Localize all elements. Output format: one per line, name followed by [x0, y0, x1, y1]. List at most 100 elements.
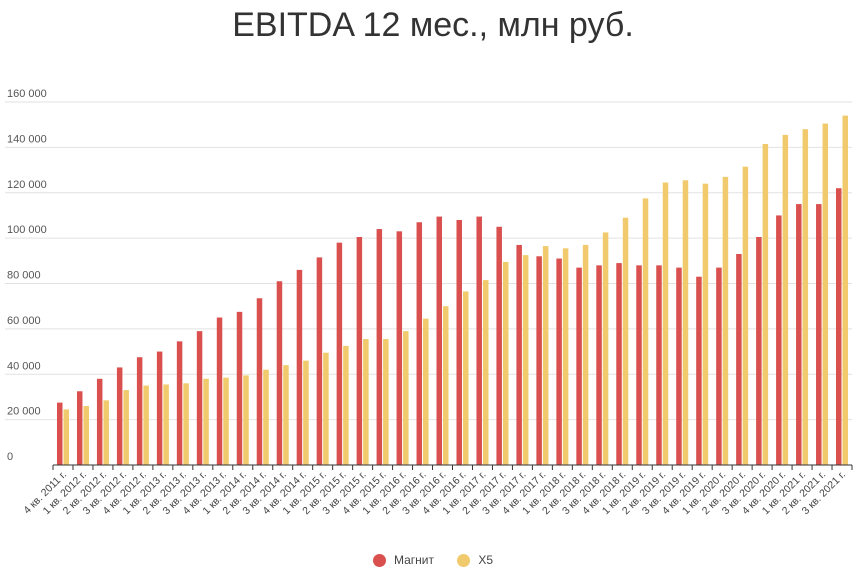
bar-magnit[interactable]	[176, 341, 183, 465]
bar-magnit[interactable]	[276, 281, 283, 465]
bar-magnit[interactable]	[436, 216, 443, 465]
bar-magnit[interactable]	[496, 226, 502, 465]
bar-magnit[interactable]	[636, 265, 642, 465]
bar-magnit[interactable]	[596, 265, 602, 465]
bar-magnit[interactable]	[116, 367, 123, 465]
bar-magnit[interactable]	[476, 216, 482, 465]
bar-magnit[interactable]	[356, 236, 363, 465]
legend-label-magnit: Магнит	[393, 553, 434, 567]
bar-x5[interactable]	[63, 409, 69, 465]
bar-x5[interactable]	[702, 183, 709, 466]
bar-x5[interactable]	[323, 352, 329, 465]
bars	[56, 115, 849, 466]
bar-magnit[interactable]	[96, 378, 103, 465]
bar-magnit[interactable]	[516, 244, 522, 465]
bar-magnit[interactable]	[316, 257, 323, 465]
bar-x5[interactable]	[682, 180, 689, 465]
bar-magnit[interactable]	[576, 267, 582, 465]
bar-magnit[interactable]	[736, 254, 742, 465]
bar-x5[interactable]	[802, 129, 809, 465]
y-tick-label: 0	[7, 451, 13, 463]
bar-x5[interactable]	[542, 246, 549, 465]
bar-x5[interactable]	[423, 318, 429, 465]
bar-magnit[interactable]	[216, 317, 223, 465]
bar-magnit[interactable]	[456, 219, 462, 465]
bar-x5[interactable]	[762, 143, 769, 466]
bar-x5[interactable]	[363, 339, 369, 465]
bar-x5[interactable]	[183, 383, 189, 465]
bar-x5[interactable]	[622, 217, 629, 465]
bar-x5[interactable]	[562, 248, 569, 465]
bar-x5[interactable]	[83, 406, 89, 465]
y-tick-label: 120 000	[7, 179, 47, 191]
bar-x5[interactable]	[782, 134, 789, 465]
bar-magnit[interactable]	[756, 236, 762, 465]
y-tick-label: 60 000	[7, 315, 41, 327]
bar-magnit[interactable]	[376, 229, 383, 465]
legend-label-x5: X5	[478, 553, 494, 567]
bar-magnit[interactable]	[256, 298, 263, 465]
bar-magnit[interactable]	[156, 351, 163, 465]
y-tick-label: 80 000	[7, 270, 41, 282]
bar-x5[interactable]	[722, 176, 729, 465]
bar-magnit[interactable]	[236, 311, 243, 465]
bar-x5[interactable]	[502, 261, 509, 465]
bar-x5[interactable]	[642, 198, 649, 465]
tick-labels: 0 20 000 40 000 60 000 80 000 100 000 120 000 1…	[7, 88, 848, 517]
bar-x5[interactable]	[742, 166, 749, 466]
bar-x5[interactable]	[283, 365, 289, 465]
legend-item-x5[interactable]: X5	[457, 553, 493, 567]
bar-magnit[interactable]	[56, 402, 63, 465]
bar-x5[interactable]	[343, 345, 349, 465]
bar-x5[interactable]	[203, 378, 209, 465]
bar-magnit[interactable]	[76, 391, 83, 465]
bar-x5[interactable]	[103, 400, 109, 465]
bar-x5[interactable]	[123, 390, 129, 465]
bar-magnit[interactable]	[296, 269, 303, 465]
bar-x5[interactable]	[303, 360, 309, 465]
bar-magnit[interactable]	[556, 258, 562, 465]
bar-x5[interactable]	[243, 375, 249, 465]
bar-x5[interactable]	[143, 385, 149, 465]
bar-x5[interactable]	[842, 115, 849, 466]
legend: Магнит X5	[0, 553, 866, 570]
bar-x5[interactable]	[462, 291, 469, 465]
bar-magnit[interactable]	[536, 256, 542, 465]
bar-x5[interactable]	[482, 280, 489, 465]
bar-magnit[interactable]	[776, 215, 782, 465]
bar-magnit[interactable]	[716, 267, 722, 465]
bar-magnit[interactable]	[656, 265, 662, 465]
bar-x5[interactable]	[403, 331, 409, 465]
bar-magnit[interactable]	[196, 331, 203, 465]
bar-magnit[interactable]	[696, 276, 702, 465]
bar-x5[interactable]	[602, 232, 609, 465]
legend-item-magnit[interactable]: Магнит	[372, 553, 434, 567]
y-tick-label: 140 000	[7, 133, 47, 145]
y-tick-label: 160 000	[7, 88, 47, 100]
bar-x5[interactable]	[383, 339, 389, 465]
bar-x5[interactable]	[662, 182, 669, 465]
bar-magnit[interactable]	[336, 242, 343, 465]
axes	[52, 464, 853, 470]
bar-magnit[interactable]	[136, 357, 143, 465]
bar-x5[interactable]	[163, 384, 169, 465]
bar-magnit[interactable]	[836, 188, 842, 465]
bar-x5[interactable]	[263, 369, 269, 465]
bar-x5[interactable]	[822, 123, 829, 465]
chart-title: EBITDA 12 мес., млн руб.	[232, 6, 634, 44]
y-tick-label: 40 000	[7, 360, 41, 372]
bar-magnit[interactable]	[396, 231, 403, 465]
bar-magnit[interactable]	[816, 204, 822, 465]
bar-x5[interactable]	[443, 306, 449, 465]
bar-magnit[interactable]	[416, 222, 423, 465]
bar-x5[interactable]	[522, 255, 529, 465]
bar-magnit[interactable]	[616, 263, 622, 465]
bar-magnit[interactable]	[676, 267, 682, 465]
y-tick-label: 100 000	[7, 224, 47, 236]
bar-x5[interactable]	[223, 377, 229, 465]
legend-marker-x5-icon	[457, 553, 471, 567]
legend-marker-magnit-icon	[372, 553, 386, 567]
bar-x5[interactable]	[582, 244, 589, 465]
bar-magnit[interactable]	[796, 204, 802, 465]
